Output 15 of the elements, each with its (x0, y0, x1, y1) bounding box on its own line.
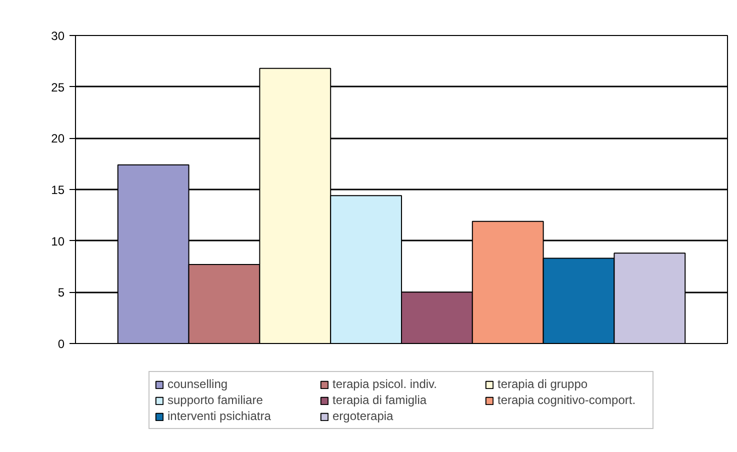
legend-label: terapia di famiglia (332, 393, 428, 407)
legend-label: ergoterapia (332, 409, 394, 423)
y-tick-label: 5 (58, 286, 65, 300)
legend-label: terapia cognitivo-comport. (498, 393, 637, 407)
legend-label: interventi psichiatra (168, 409, 272, 423)
y-tick-label: 10 (51, 234, 65, 248)
legend-label: terapia di gruppo (498, 377, 589, 391)
y-tick-label: 30 (51, 29, 65, 43)
legend-label: counselling (168, 377, 229, 391)
y-tick-label: 20 (51, 132, 65, 146)
legend-label: supporto familiare (168, 393, 264, 407)
y-tick-label: 0 (58, 337, 65, 351)
legend-label: terapia psicol. indiv. (332, 377, 438, 391)
y-tick-label: 25 (51, 80, 65, 94)
y-tick-label: 15 (51, 183, 65, 197)
